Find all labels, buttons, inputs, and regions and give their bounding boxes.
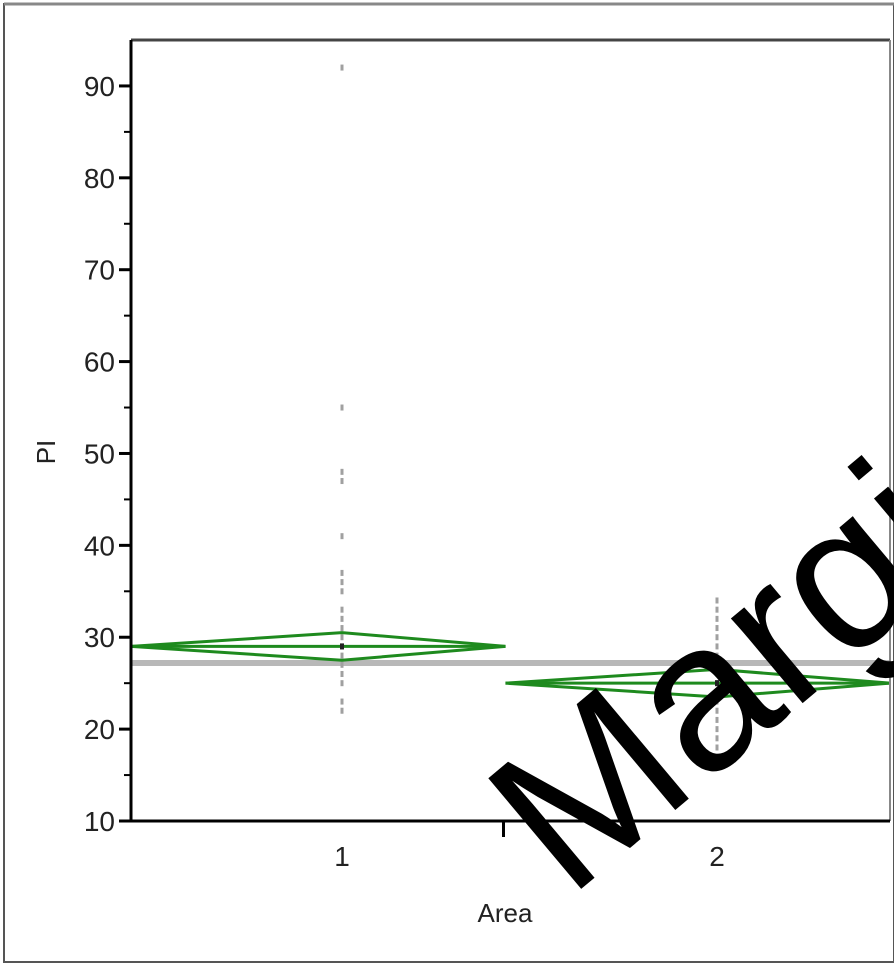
data-point (340, 652, 344, 659)
data-point (715, 716, 719, 723)
data-point (340, 579, 344, 586)
data-point (715, 615, 719, 622)
data-point (715, 698, 719, 705)
data-point (715, 634, 719, 641)
data-point (340, 64, 344, 71)
data-point (715, 670, 719, 677)
y-tick-label: 30 (84, 622, 115, 653)
data-point (715, 652, 719, 659)
x-tick-label: 2 (709, 841, 725, 872)
data-point (340, 625, 344, 632)
x-axis-label: Area (478, 898, 533, 928)
data-point (340, 404, 344, 411)
data-point (340, 661, 344, 668)
axes: 10 20 30 40 50 60 70 80 90 1 2 (84, 38, 891, 872)
x-tick-label: 1 (334, 841, 350, 872)
data-point (340, 698, 344, 705)
data-point (715, 735, 719, 742)
mean-marker (715, 680, 719, 687)
data-point (340, 670, 344, 677)
data-point (340, 468, 344, 475)
y-tick-label: 90 (84, 71, 115, 102)
data-point (340, 615, 344, 622)
data-point (715, 707, 719, 714)
data-point (715, 726, 719, 733)
y-tick-label: 10 (84, 806, 115, 837)
data-point (715, 643, 719, 650)
mean-marker (340, 643, 344, 650)
y-tick-label: 60 (84, 347, 115, 378)
data-point (715, 753, 719, 760)
data-point (340, 606, 344, 613)
y-tick-label: 40 (84, 530, 115, 561)
y-tick-label: 20 (84, 714, 115, 745)
watermark-text: Margi (446, 417, 894, 935)
data-point (340, 707, 344, 714)
data-point (340, 588, 344, 595)
data-point (340, 533, 344, 540)
y-tick-label: 80 (84, 163, 115, 194)
y-tick-label: 70 (84, 255, 115, 286)
data-point (715, 606, 719, 613)
y-axis-label: PI (31, 440, 61, 465)
data-point (340, 634, 344, 641)
data-point (715, 744, 719, 751)
figure-border (3, 3, 894, 963)
y-tick-label: 50 (84, 438, 115, 469)
data-point (715, 689, 719, 696)
data-point (715, 762, 719, 769)
data-point (340, 478, 344, 485)
data-point (715, 597, 719, 604)
data-point (340, 569, 344, 576)
data-point (715, 661, 719, 668)
data-point (340, 680, 344, 687)
watermark: Margi (446, 417, 894, 935)
data-point (715, 625, 719, 632)
